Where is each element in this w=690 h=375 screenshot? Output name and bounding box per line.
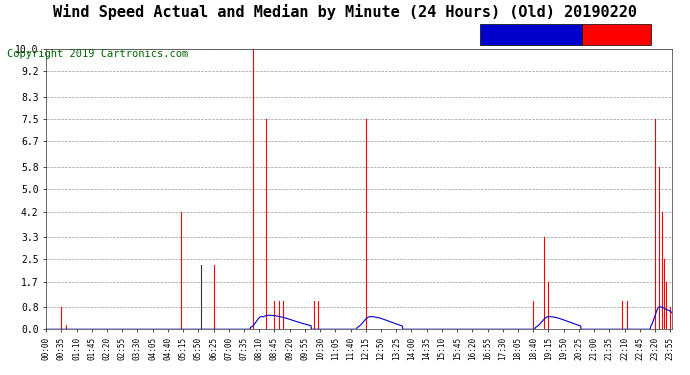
Text: Wind (mph): Wind (mph) — [589, 30, 643, 39]
Text: Copyright 2019 Cartronics.com: Copyright 2019 Cartronics.com — [7, 49, 188, 59]
Text: Wind Speed Actual and Median by Minute (24 Hours) (Old) 20190220: Wind Speed Actual and Median by Minute (… — [53, 4, 637, 20]
Text: Median (mph): Median (mph) — [498, 30, 563, 39]
